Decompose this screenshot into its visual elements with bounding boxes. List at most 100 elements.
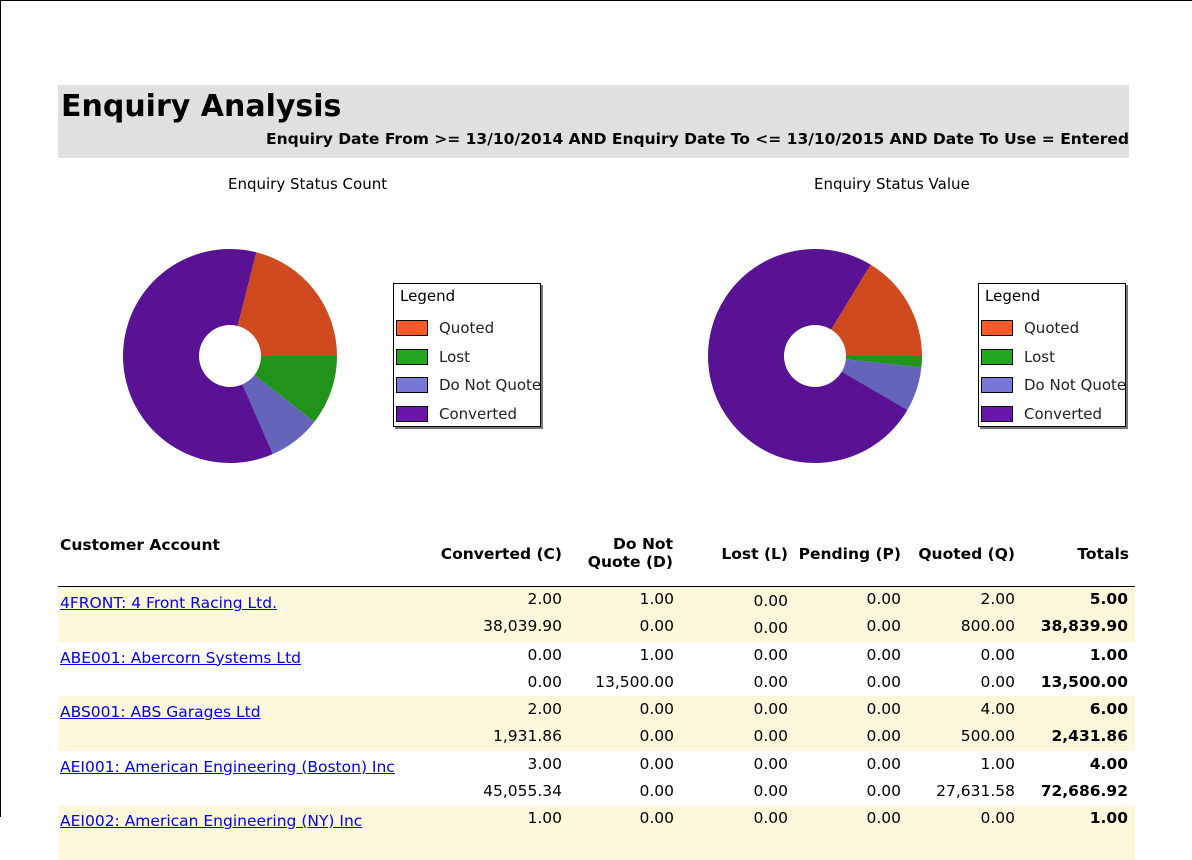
legend-swatch-quoted <box>396 320 428 336</box>
cell-converted-value: 45,055.34 <box>483 781 562 800</box>
cell-dnq-value: 13,500.00 <box>595 672 674 691</box>
donut-hole <box>784 325 846 387</box>
cell-total-count: 6.00 <box>1089 700 1128 718</box>
legend-swatch-converted <box>396 406 428 422</box>
cell-dnq-count: 0.00 <box>639 809 674 827</box>
table-row: ABS001: ABS Garages Ltd 2.00 0.00 0.00 0… <box>58 696 1135 751</box>
legend-label: Converted <box>1024 405 1103 423</box>
header-totals: Totals <box>1077 545 1129 563</box>
legend-label: Do Not Quote <box>439 376 542 394</box>
legend-label: Converted <box>439 405 518 423</box>
legend-label: Lost <box>439 348 470 366</box>
cell-pending-value: 0.00 <box>866 781 901 800</box>
cell-lost-count: 0.00 <box>753 754 788 773</box>
cell-total-value: 72,686.92 <box>1040 781 1128 800</box>
cell-pending-count: 0.00 <box>866 645 901 664</box>
cell-lost-value: 0.00 <box>753 672 788 691</box>
legend-swatch-do-not-quote <box>981 377 1013 393</box>
header-do-not-quote-line2: Quote (D) <box>587 553 673 571</box>
cell-total-count: 5.00 <box>1089 590 1128 608</box>
cell-pending-value: 0.00 <box>866 672 901 691</box>
value-chart-legend: Legend Quoted Lost Do Not Quote Converte… <box>978 283 1126 427</box>
cell-lost-count: 0.00 <box>753 809 788 827</box>
cell-dnq-count: 1.00 <box>639 590 674 608</box>
cell-pending-value: 0.00 <box>866 727 901 745</box>
cell-total-value: 2,431.86 <box>1051 727 1129 745</box>
cell-pending-count: 0.00 <box>866 754 901 773</box>
legend-title: Legend <box>400 287 456 305</box>
window-left-border <box>0 0 1 817</box>
table-row: 4FRONT: 4 Front Racing Ltd. 2.00 1.00 0.… <box>58 587 1135 642</box>
pie-slice-lost <box>230 356 337 422</box>
cell-quoted-value: 27,631.58 <box>936 781 1015 800</box>
pie-slice-quoted <box>230 252 337 356</box>
cell-quoted-count: 1.00 <box>980 754 1015 773</box>
customer-link[interactable]: 4FRONT: 4 Front Racing Ltd. <box>60 594 277 612</box>
cell-total-value: 13,500.00 <box>1040 672 1128 691</box>
count-pie-chart <box>123 248 337 463</box>
cell-quoted-count: 0.00 <box>980 809 1015 827</box>
legend-label: Do Not Quote <box>1024 376 1127 394</box>
cell-pending-value: 0.00 <box>866 617 901 635</box>
pie-slice-quoted <box>815 264 922 356</box>
cell-dnq-count: 1.00 <box>639 645 674 664</box>
legend-title: Legend <box>985 287 1041 305</box>
table-row: AEI001: American Engineering (Boston) In… <box>58 751 1135 806</box>
customer-table: 4FRONT: 4 Front Racing Ltd. 2.00 1.00 0.… <box>58 587 1135 860</box>
cell-dnq-value: 0.00 <box>639 617 674 635</box>
customer-link[interactable]: AEI001: American Engineering (Boston) In… <box>60 757 395 776</box>
count-chart-legend: Legend Quoted Lost Do Not Quote Converte… <box>393 283 541 427</box>
cell-lost-value: 0.00 <box>753 727 788 745</box>
customer-link[interactable]: AEI002: American Engineering (NY) Inc <box>60 812 363 830</box>
customer-link[interactable]: ABS001: ABS Garages Ltd <box>60 703 261 721</box>
legend-swatch-do-not-quote <box>396 377 428 393</box>
cell-total-count: 1.00 <box>1089 645 1128 664</box>
value-pie-chart <box>708 248 922 463</box>
legend-label: Lost <box>1024 348 1055 366</box>
cell-lost-count: 0.00 <box>753 645 788 664</box>
cell-lost-value: 0.00 <box>753 619 788 637</box>
cell-quoted-value: 0.00 <box>980 672 1015 691</box>
cell-converted-count: 2.00 <box>527 700 562 718</box>
legend-swatch-lost <box>396 349 428 365</box>
cell-dnq-count: 0.00 <box>639 700 674 718</box>
cell-quoted-count: 0.00 <box>980 645 1015 664</box>
legend-label: Quoted <box>1024 319 1080 337</box>
table-row: AEI002: American Engineering (NY) Inc 1.… <box>58 805 1135 860</box>
count-chart-title: Enquiry Status Count <box>228 175 388 193</box>
cell-dnq-count: 0.00 <box>639 754 674 773</box>
cell-converted-value: 38,039.90 <box>483 617 562 635</box>
cell-converted-count: 3.00 <box>527 754 562 773</box>
cell-total-count: 1.00 <box>1089 809 1128 827</box>
cell-quoted-count: 2.00 <box>980 590 1015 608</box>
cell-total-value: 38,839.90 <box>1040 617 1128 635</box>
cell-lost-count: 0.00 <box>753 700 788 718</box>
report-title: Enquiry Analysis <box>61 89 342 124</box>
header-rule <box>58 586 1135 587</box>
cell-pending-count: 0.00 <box>866 590 901 608</box>
cell-pending-count: 0.00 <box>866 700 901 718</box>
header-customer-account: Customer Account <box>60 536 220 554</box>
cell-pending-count: 0.00 <box>866 809 901 827</box>
header-lost: Lost (L) <box>721 545 788 563</box>
pie-slice-do-not-quote <box>230 356 315 454</box>
cell-total-count: 4.00 <box>1089 754 1128 773</box>
pie-slice-converted <box>123 248 273 463</box>
cell-converted-value: 1,931.86 <box>492 727 562 745</box>
legend-label: Quoted <box>439 319 495 337</box>
legend-swatch-lost <box>981 349 1013 365</box>
table-row: ABE001: Abercorn Systems Ltd 0.00 1.00 0… <box>58 642 1135 697</box>
window-top-border <box>0 0 1192 1</box>
legend-swatch-converted <box>981 406 1013 422</box>
value-chart-title: Enquiry Status Value <box>814 175 970 193</box>
header-do-not-quote: Do Not Quote (D) <box>588 535 673 571</box>
cell-lost-value: 0.00 <box>753 781 788 800</box>
cell-converted-count: 2.00 <box>527 590 562 608</box>
report-header: Enquiry Analysis Enquiry Date From >= 13… <box>58 85 1129 158</box>
cell-lost-count: 0.00 <box>753 592 788 610</box>
header-quoted: Quoted (Q) <box>918 545 1015 563</box>
cell-converted-value: 0.00 <box>527 672 562 691</box>
cell-quoted-count: 4.00 <box>980 700 1015 718</box>
customer-link[interactable]: ABE001: Abercorn Systems Ltd <box>60 648 301 667</box>
header-do-not-quote-line1: Do Not <box>613 535 673 553</box>
